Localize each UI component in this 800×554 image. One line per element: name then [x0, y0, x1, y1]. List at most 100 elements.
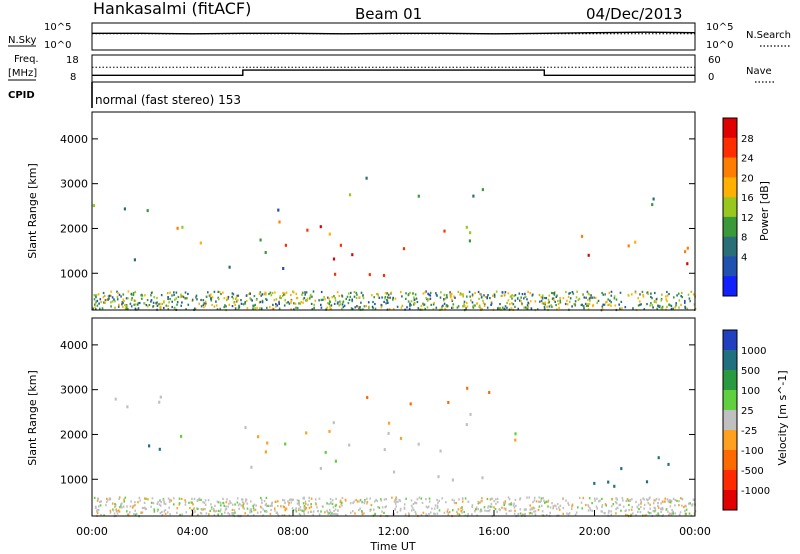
- scatter-cell: [105, 299, 108, 302]
- scatter-cell: [484, 295, 487, 299]
- colorbar-tick-label: 100: [741, 386, 760, 397]
- scatter-cell: [282, 505, 285, 508]
- scatter-cell: [602, 303, 604, 306]
- scatter-cell: [545, 500, 547, 503]
- scatter-cell: [124, 496, 127, 499]
- scatter-cell: [355, 498, 357, 502]
- scatter-cell: [501, 306, 504, 309]
- scatter-cell: [499, 307, 501, 310]
- scatter-cell: [464, 305, 466, 308]
- scatter-cell: [486, 306, 489, 309]
- scatter-cell: [333, 295, 335, 298]
- range-cell: [417, 442, 420, 446]
- colorbar-segment: [723, 390, 737, 411]
- frequency-line: [92, 69, 695, 76]
- scatter-cell: [428, 497, 431, 500]
- scatter-cell: [373, 508, 375, 511]
- scatter-cell: [590, 294, 592, 297]
- scatter-cell: [311, 308, 314, 311]
- scatter-cell: [114, 300, 116, 303]
- scatter-cell: [586, 290, 589, 293]
- scatter-cell: [301, 509, 304, 512]
- scatter-cell: [453, 295, 455, 298]
- range-cell: [402, 247, 406, 251]
- scatter-cell: [647, 510, 650, 513]
- scatter-cell: [461, 293, 463, 296]
- range-cell: [613, 484, 616, 488]
- scatter-cell: [338, 294, 341, 298]
- scatter-cell: [449, 296, 452, 299]
- scatter-cell: [103, 294, 106, 297]
- scatter-cell: [282, 498, 284, 502]
- scatter-cell: [609, 299, 611, 302]
- scatter-cell: [329, 307, 331, 310]
- scatter-cell: [665, 298, 667, 301]
- scatter-cell: [256, 511, 259, 514]
- scatter-cell: [213, 514, 216, 517]
- scatter-cell: [443, 511, 446, 514]
- scatter-cell: [283, 514, 286, 517]
- scatter-cell: [260, 496, 262, 500]
- scatter-cell: [660, 306, 662, 310]
- scatter-cell: [571, 505, 573, 508]
- power-colorbar-label: Power [dB]: [758, 181, 771, 241]
- scatter-cell: [305, 291, 308, 294]
- scatter-cell: [324, 511, 326, 514]
- scatter-cell: [327, 512, 329, 515]
- scatter-cell: [574, 303, 576, 306]
- scatter-cell: [420, 497, 423, 500]
- scatter-cell: [259, 291, 262, 294]
- scatter-cell: [125, 304, 128, 307]
- scatter-cell: [555, 505, 557, 508]
- scatter-cell: [547, 500, 549, 503]
- range-cell: [472, 194, 475, 198]
- scatter-cell: [680, 303, 682, 306]
- scatter-cell: [686, 307, 689, 310]
- scatter-cell: [274, 509, 276, 512]
- scatter-cell: [461, 506, 463, 509]
- scatter-cell: [495, 290, 498, 293]
- scatter-cell: [509, 303, 511, 306]
- scatter-cell: [371, 294, 373, 297]
- scatter-cell: [605, 504, 607, 507]
- scatter-cell: [492, 294, 494, 297]
- scatter-cell: [359, 499, 362, 502]
- scatter-cell: [327, 302, 329, 305]
- scatter-cell: [255, 504, 257, 507]
- scatter-cell: [408, 307, 411, 310]
- scatter-cell: [162, 498, 165, 501]
- scatter-cell: [507, 496, 510, 499]
- scatter-cell: [213, 290, 216, 293]
- noise-left-label: N.Sky: [8, 35, 36, 46]
- scatter-cell: [477, 290, 480, 294]
- scatter-cell: [237, 294, 240, 297]
- scatter-cell: [339, 303, 342, 306]
- scatter-cell: [504, 502, 506, 505]
- scatter-cell: [126, 510, 128, 513]
- scatter-cell: [446, 305, 449, 308]
- scatter-cell: [237, 299, 239, 302]
- scatter-cell: [435, 306, 438, 309]
- scatter-cell: [422, 511, 425, 514]
- scatter-cell: [178, 503, 181, 506]
- scatter-cell: [94, 301, 97, 304]
- scatter-cell: [156, 509, 159, 513]
- noise-right-tick-bottom: 10^0: [706, 40, 733, 51]
- scatter-cell: [292, 498, 294, 501]
- scatter-cell: [284, 293, 286, 296]
- scatter-cell: [665, 295, 667, 298]
- range-cell: [277, 208, 280, 212]
- scatter-cell: [191, 501, 193, 504]
- scatter-cell: [484, 303, 486, 306]
- scatter-cell: [253, 503, 256, 506]
- scatter-cell: [178, 502, 181, 505]
- scatter-cell: [244, 512, 246, 515]
- scatter-cell: [296, 502, 299, 505]
- scatter-cell: [331, 296, 333, 299]
- scatter-cell: [234, 511, 236, 514]
- scatter-cell: [610, 304, 612, 307]
- scatter-cell: [452, 306, 454, 309]
- scatter-cell: [159, 307, 162, 310]
- scatter-cell: [631, 505, 633, 508]
- scatter-cell: [263, 293, 266, 296]
